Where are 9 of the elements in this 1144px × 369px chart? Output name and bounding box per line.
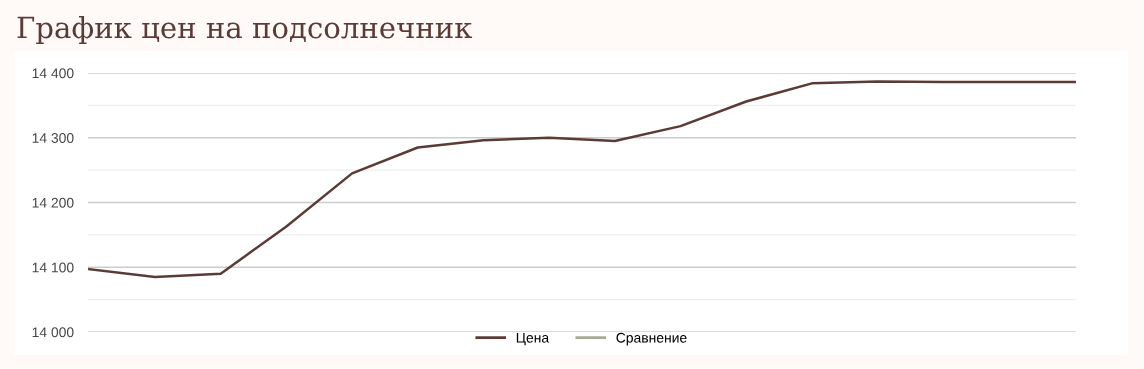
chart-title: График цен на подсолнечник: [17, 15, 473, 45]
y-tick-label: 14 100: [32, 262, 74, 273]
y-tick-label: 14 300: [32, 133, 74, 143]
y-tick-label: 14 000: [32, 327, 74, 338]
legend-label: Цена: [516, 332, 550, 346]
y-tick-label: 14 200: [32, 197, 74, 208]
line-series: [88, 80, 1076, 279]
legend-label: Сравнение: [616, 332, 687, 346]
y-tick-label: 14 400: [32, 68, 74, 79]
